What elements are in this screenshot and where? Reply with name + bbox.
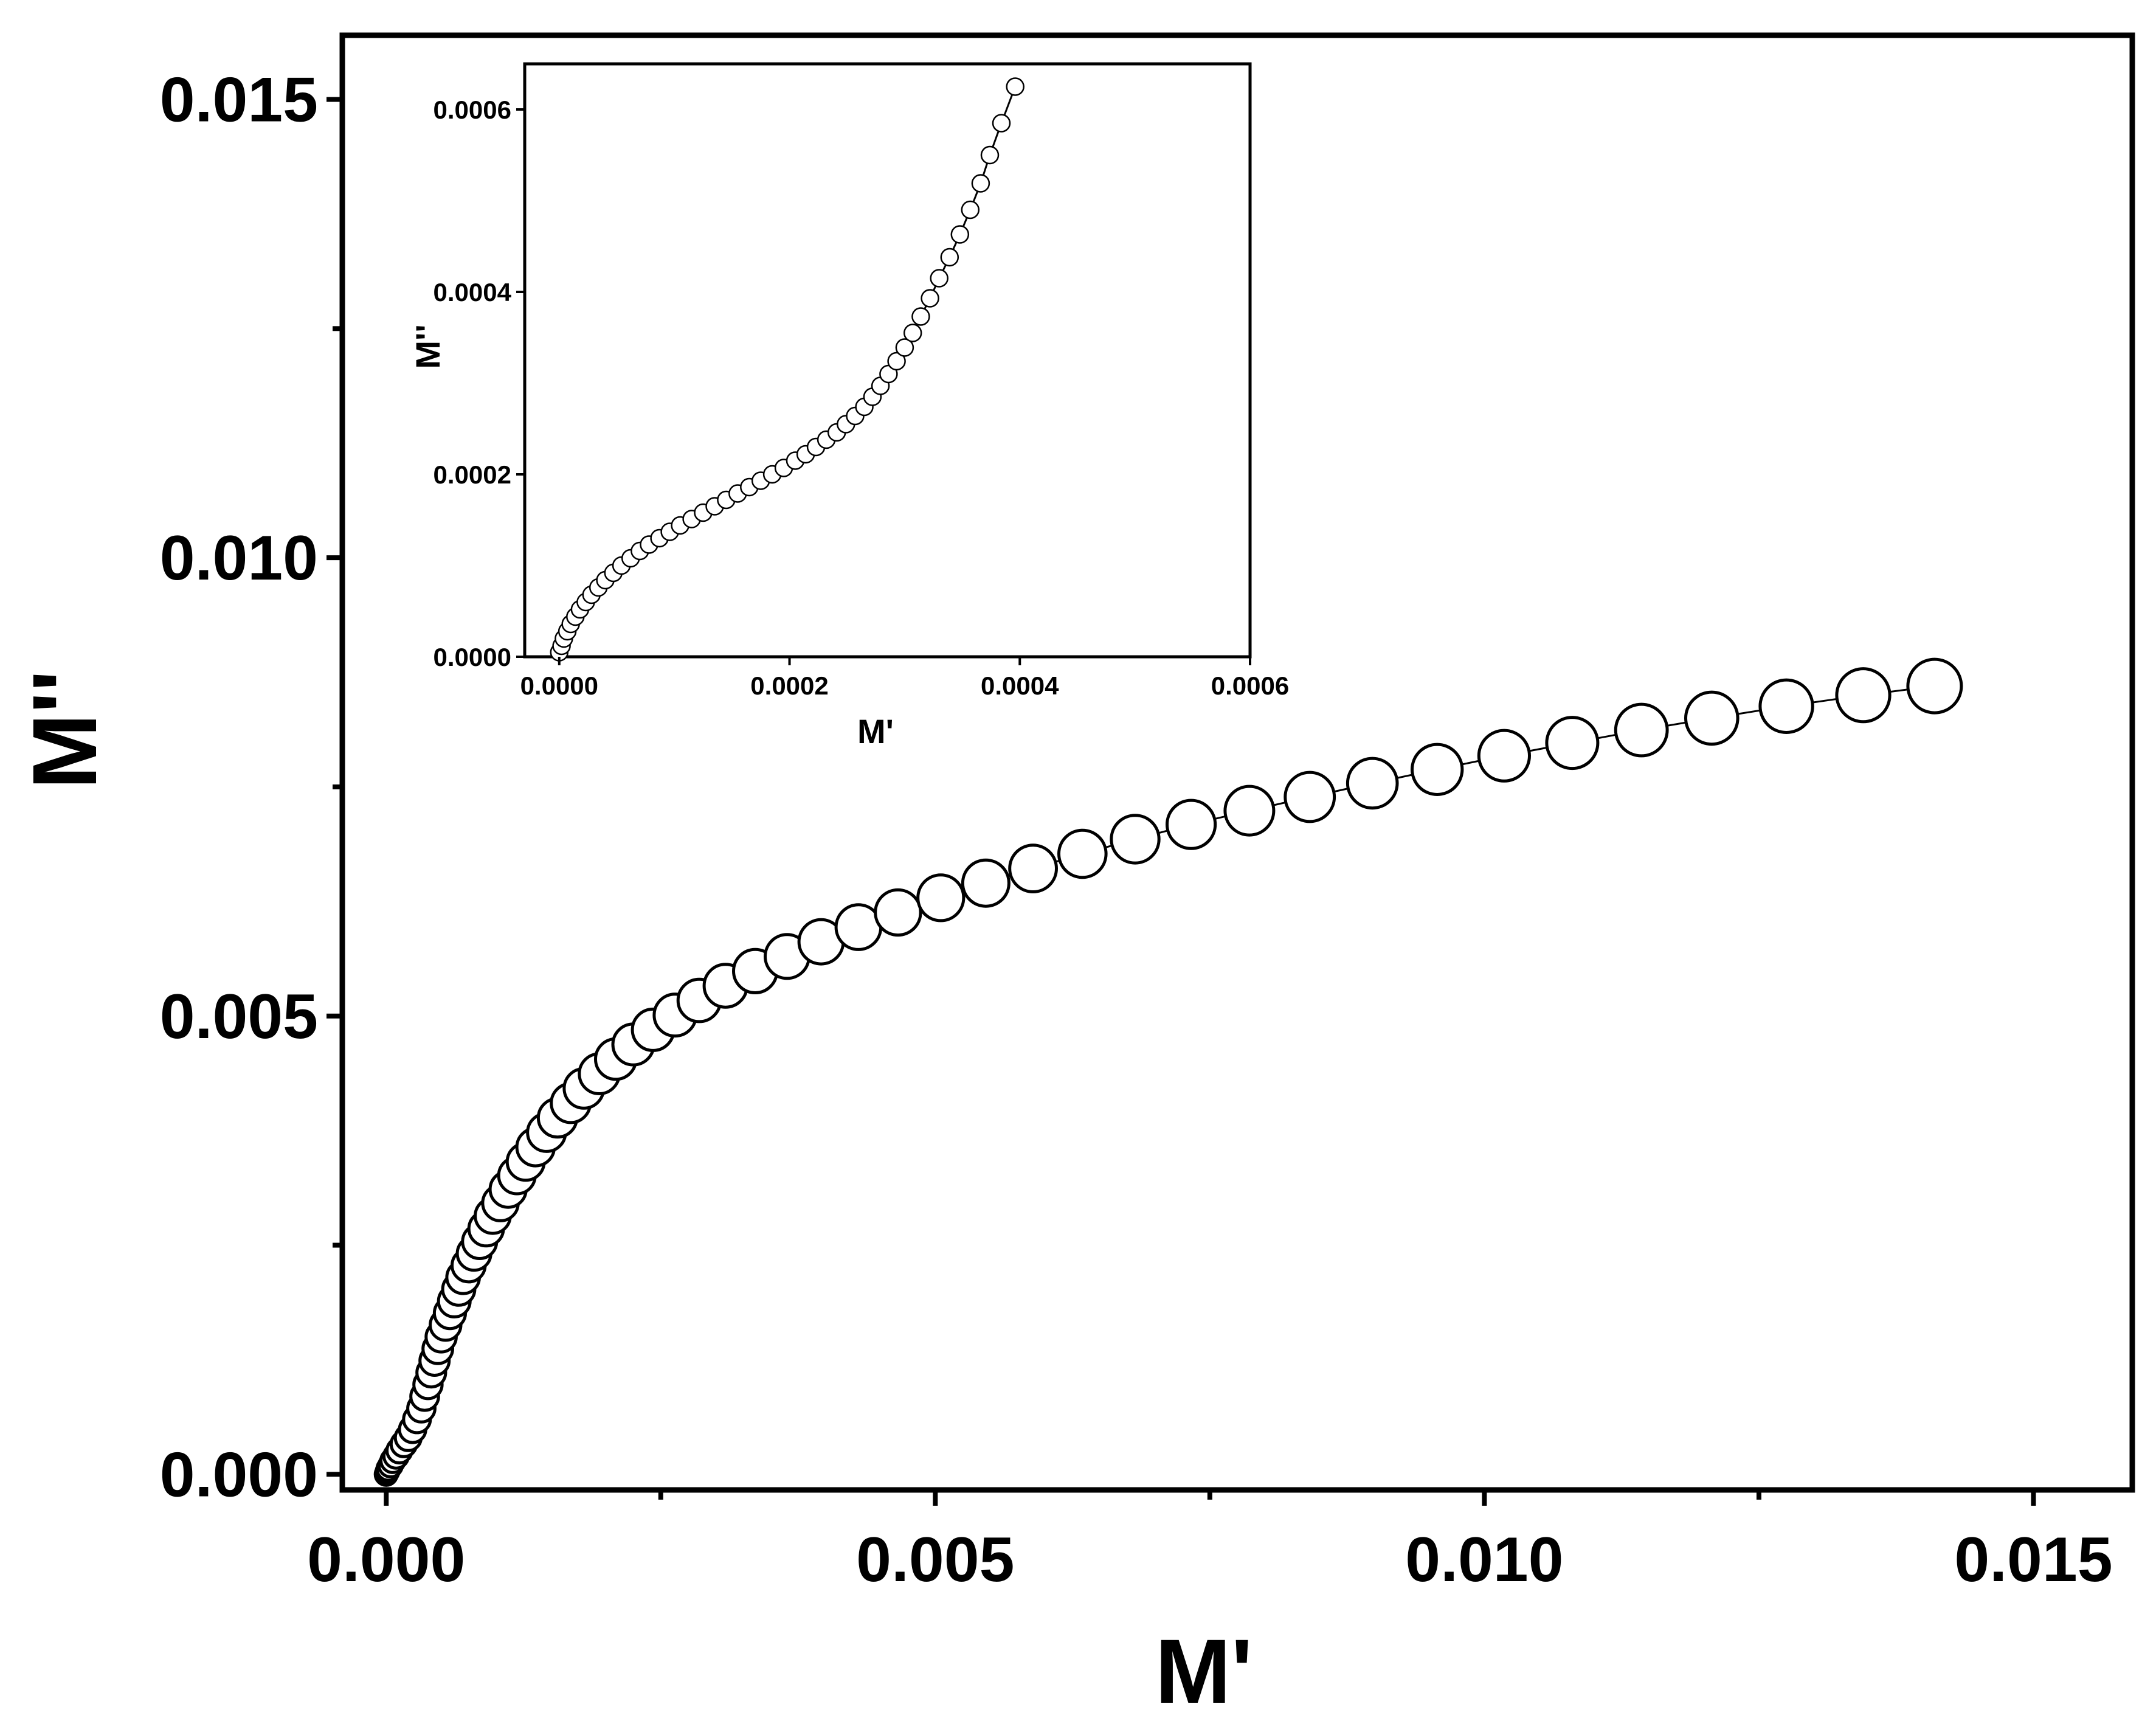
main-chart: 0.000 0.005 0.010 0.015 0.000 0.005 0.010 0.015… — [13, 32, 2135, 1722]
main-series — [373, 657, 1963, 1487]
inset-data-point — [1006, 77, 1024, 96]
inset-data-point — [950, 225, 970, 244]
inset-data-point — [903, 324, 922, 342]
main-data-point — [1477, 729, 1531, 783]
main-data-point — [1545, 716, 1600, 771]
main-data-point — [1346, 757, 1399, 810]
inset-data-point — [992, 114, 1011, 133]
inset-x-tick-label: 0.0002 — [750, 671, 828, 700]
inset-data-point — [980, 145, 1000, 165]
main-x-axis-label: M' — [1155, 1620, 1253, 1722]
main-data-point — [1411, 743, 1464, 797]
inset-data-point — [930, 269, 948, 288]
main-y-tick-label: 0.005 — [160, 982, 318, 1052]
main-data-point — [1835, 667, 1892, 724]
inset-y-axis-label: M'' — [409, 324, 447, 369]
inset-data-point — [971, 174, 990, 193]
main-data-point — [1614, 702, 1669, 758]
inset-data-point — [921, 289, 939, 308]
main-data-point — [1758, 678, 1814, 735]
main-x-tick-label: 0.015 — [1954, 1525, 2112, 1595]
inset-y-tick-label: 0.0002 — [434, 460, 511, 489]
inset-data-point — [961, 200, 980, 220]
inset-x-tick-label: 0.0006 — [1211, 671, 1289, 700]
inset-y-tick-label: 0.0000 — [434, 643, 511, 671]
inset-series — [550, 77, 1024, 662]
inset-chart: 0.0000 0.0002 0.0004 0.0006 0.0000 0.0002 0.00… — [409, 62, 1290, 750]
main-axes: 0.000 0.005 0.010 0.015 0.000 0.005 0.010 0.015 — [160, 65, 2113, 1595]
main-data-point — [916, 873, 966, 923]
main-x-tick-label: 0.000 — [307, 1525, 465, 1595]
inset-data-point — [887, 352, 906, 371]
inset-y-tick-label: 0.0004 — [434, 278, 512, 306]
main-y-tick-label: 0.010 — [160, 523, 318, 594]
main-plot-frame — [339, 32, 2135, 1493]
inset-data-point — [895, 338, 914, 357]
inset-y-tick-label: 0.0006 — [434, 95, 511, 124]
main-y-tick-label: 0.015 — [160, 65, 318, 136]
main-x-tick-label: 0.010 — [1405, 1525, 1563, 1595]
main-data-point — [1008, 843, 1058, 893]
main-y-axis-label: M'' — [13, 670, 116, 789]
inset-x-tick-label: 0.0000 — [520, 671, 598, 700]
main-data-point — [1284, 771, 1336, 823]
main-data-point — [1906, 657, 1963, 715]
main-data-point — [1166, 798, 1217, 850]
main-data-point — [874, 888, 922, 937]
main-data-point — [1223, 784, 1276, 837]
inset-x-axis-label: M' — [857, 712, 894, 750]
inset-data-point — [911, 307, 930, 326]
main-y-tick-label: 0.000 — [160, 1439, 318, 1510]
main-data-point — [961, 858, 1011, 908]
inset-x-tick-label: 0.0004 — [981, 671, 1059, 700]
main-data-point — [1110, 814, 1161, 865]
inset-data-point — [940, 248, 959, 267]
main-x-tick-label: 0.005 — [856, 1525, 1014, 1595]
main-data-point — [1684, 690, 1740, 746]
inset-axes: 0.0000 0.0002 0.0004 0.0006 0.0000 0.0002 0.00… — [434, 95, 1290, 700]
main-data-point — [1057, 828, 1108, 879]
